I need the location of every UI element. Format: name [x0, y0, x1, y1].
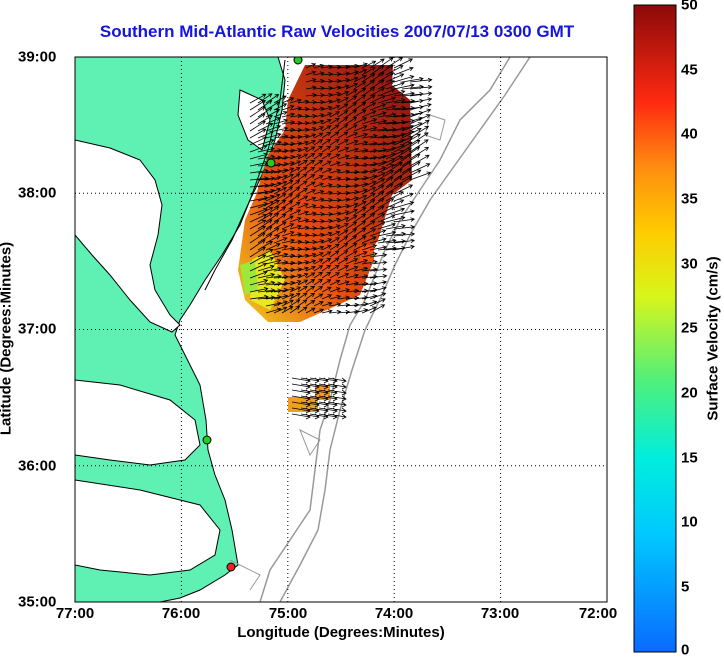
y-tick-label: 35:00	[18, 593, 57, 611]
station-marker	[293, 57, 303, 65]
x-tick-label: 76:00	[161, 605, 201, 622]
y-tick-label: 38:00	[18, 184, 57, 202]
plot-frame	[74, 56, 608, 603]
sound-1	[75, 379, 201, 466]
isobath-2	[279, 57, 531, 602]
colorbar-tick-label: 10	[681, 513, 698, 531]
station-marker	[226, 562, 236, 572]
stations	[202, 57, 303, 572]
x-tick-label: 73:00	[480, 605, 520, 622]
sound-2	[75, 479, 221, 576]
colorbar-tick-label: 5	[681, 578, 690, 596]
colorbar-tick-label: 50	[681, 0, 698, 14]
colorbar	[633, 4, 677, 653]
station-marker	[266, 158, 276, 168]
x-tick-label: 75:00	[268, 605, 308, 622]
colorbar-tick-label: 35	[681, 190, 698, 208]
arrow-glyphs	[249, 57, 433, 420]
isobath-3	[229, 114, 446, 591]
y-axis-label: Latitude (Degrees:Minutes)	[0, 241, 15, 436]
barrier-island	[204, 59, 286, 291]
map-title: Southern Mid-Atlantic Raw Velocities 200…	[99, 22, 575, 41]
colorbar-tick-label: 45	[681, 61, 698, 79]
colorbar-tick-label: 15	[681, 449, 698, 467]
y-tick-label: 36:00	[18, 457, 57, 475]
y-tick-label: 37:00	[18, 320, 57, 338]
colorbar-label: Surface Velocity (cm/s)	[704, 256, 722, 421]
y-tick-label: 39:00	[18, 48, 57, 66]
station-marker	[202, 435, 212, 445]
chesapeake-bay	[75, 139, 181, 333]
colorbar-tick-label: 20	[681, 384, 698, 402]
grid-lines	[75, 57, 607, 602]
colorbar-tick-label: 30	[681, 255, 698, 273]
x-tick-label: 74:00	[374, 605, 414, 622]
velocity-arrows	[249, 57, 433, 420]
colorbar-tick-label: 25	[681, 319, 698, 337]
colorbar-tick-label: 0	[681, 641, 690, 659]
x-tick-label: 72:00	[578, 605, 618, 622]
x-tick-label: 77:00	[55, 605, 95, 622]
colorbar-tick-label: 40	[681, 125, 698, 143]
x-axis-label: Longitude (Degrees:Minutes)	[237, 624, 445, 641]
